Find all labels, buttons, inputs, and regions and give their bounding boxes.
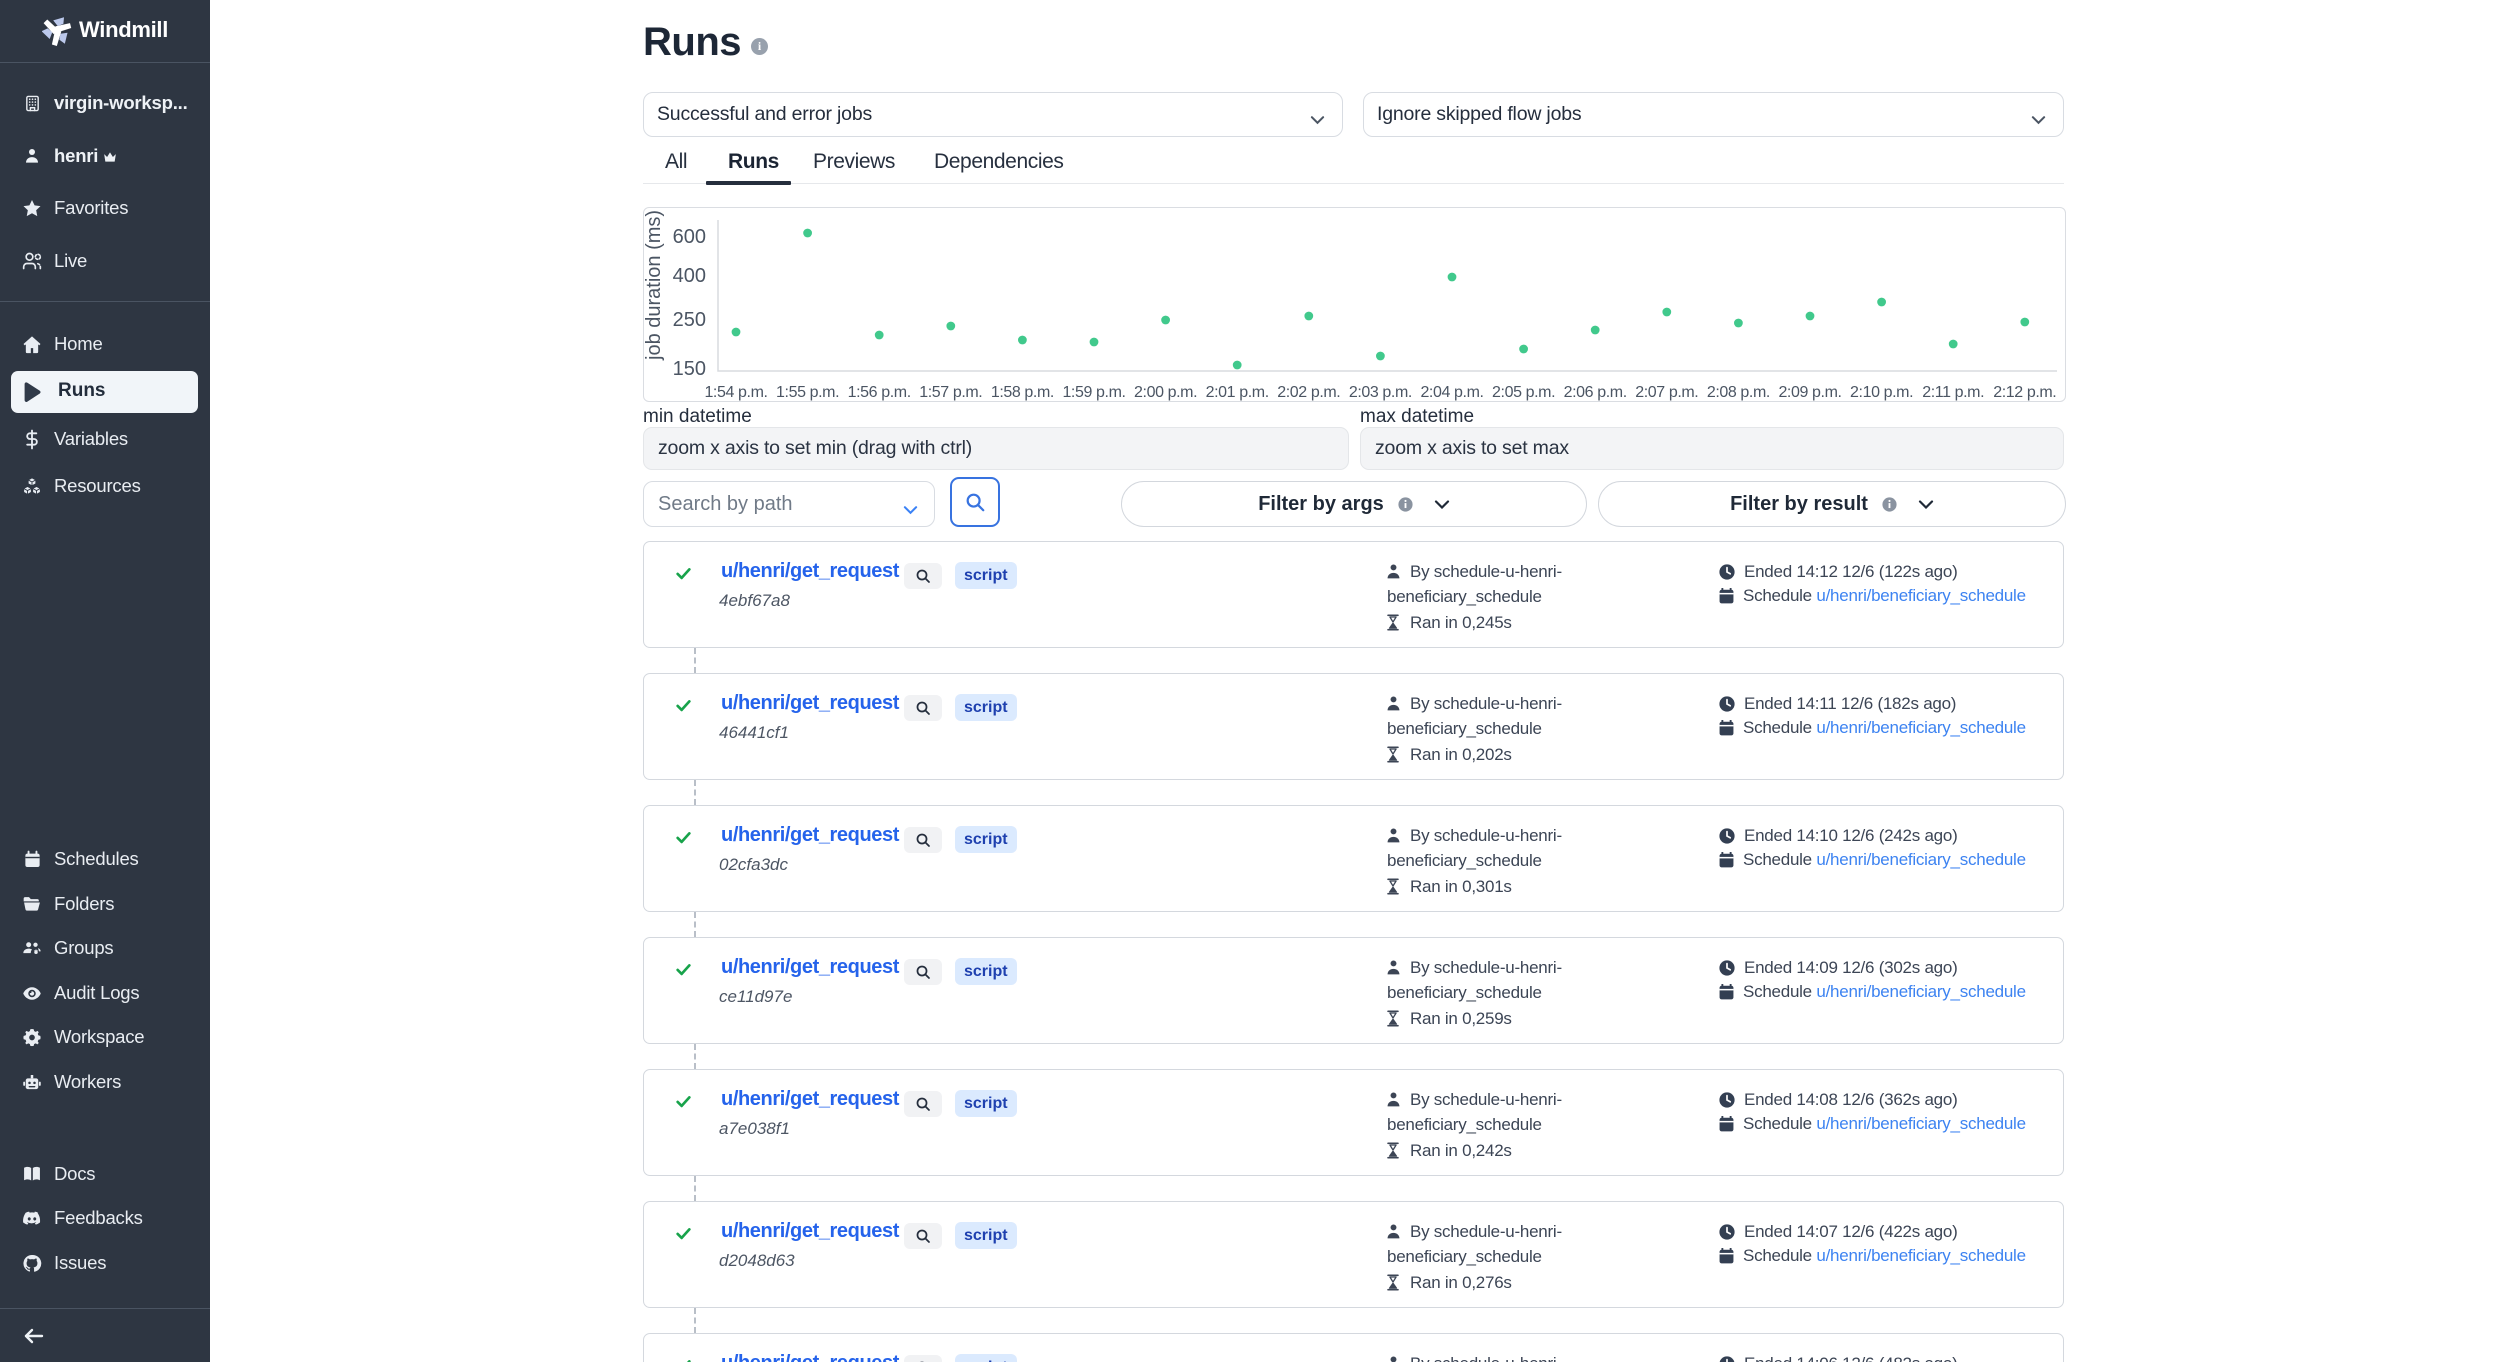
svg-text:1:59 p.m.: 1:59 p.m. bbox=[1062, 384, 1125, 401]
svg-text:1:56 p.m.: 1:56 p.m. bbox=[848, 384, 911, 401]
svg-text:600: 600 bbox=[673, 226, 706, 248]
svg-text:1:57 p.m.: 1:57 p.m. bbox=[919, 384, 982, 401]
svg-text:2:10 p.m.: 2:10 p.m. bbox=[1850, 384, 1913, 401]
svg-text:2:05 p.m.: 2:05 p.m. bbox=[1492, 384, 1555, 401]
svg-text:150: 150 bbox=[673, 358, 706, 380]
svg-text:400: 400 bbox=[673, 265, 706, 287]
svg-text:2:09 p.m.: 2:09 p.m. bbox=[1778, 384, 1841, 401]
svg-text:2:02 p.m.: 2:02 p.m. bbox=[1277, 384, 1340, 401]
svg-text:2:04 p.m.: 2:04 p.m. bbox=[1420, 384, 1483, 401]
svg-text:1:55 p.m.: 1:55 p.m. bbox=[776, 384, 839, 401]
svg-text:2:07 p.m.: 2:07 p.m. bbox=[1635, 384, 1698, 401]
svg-text:2:08 p.m.: 2:08 p.m. bbox=[1707, 384, 1770, 401]
svg-text:2:06 p.m.: 2:06 p.m. bbox=[1564, 384, 1627, 401]
svg-text:1:58 p.m.: 1:58 p.m. bbox=[991, 384, 1054, 401]
svg-text:1:54 p.m.: 1:54 p.m. bbox=[704, 384, 767, 401]
svg-text:2:12 p.m.: 2:12 p.m. bbox=[1993, 384, 2056, 401]
svg-text:2:03 p.m.: 2:03 p.m. bbox=[1349, 384, 1412, 401]
svg-text:job duration (ms): job duration (ms) bbox=[644, 210, 665, 361]
svg-text:250: 250 bbox=[673, 309, 706, 331]
svg-text:2:11 p.m.: 2:11 p.m. bbox=[1922, 384, 1984, 401]
svg-text:2:00 p.m.: 2:00 p.m. bbox=[1134, 384, 1197, 401]
svg-text:2:01 p.m.: 2:01 p.m. bbox=[1206, 384, 1269, 401]
